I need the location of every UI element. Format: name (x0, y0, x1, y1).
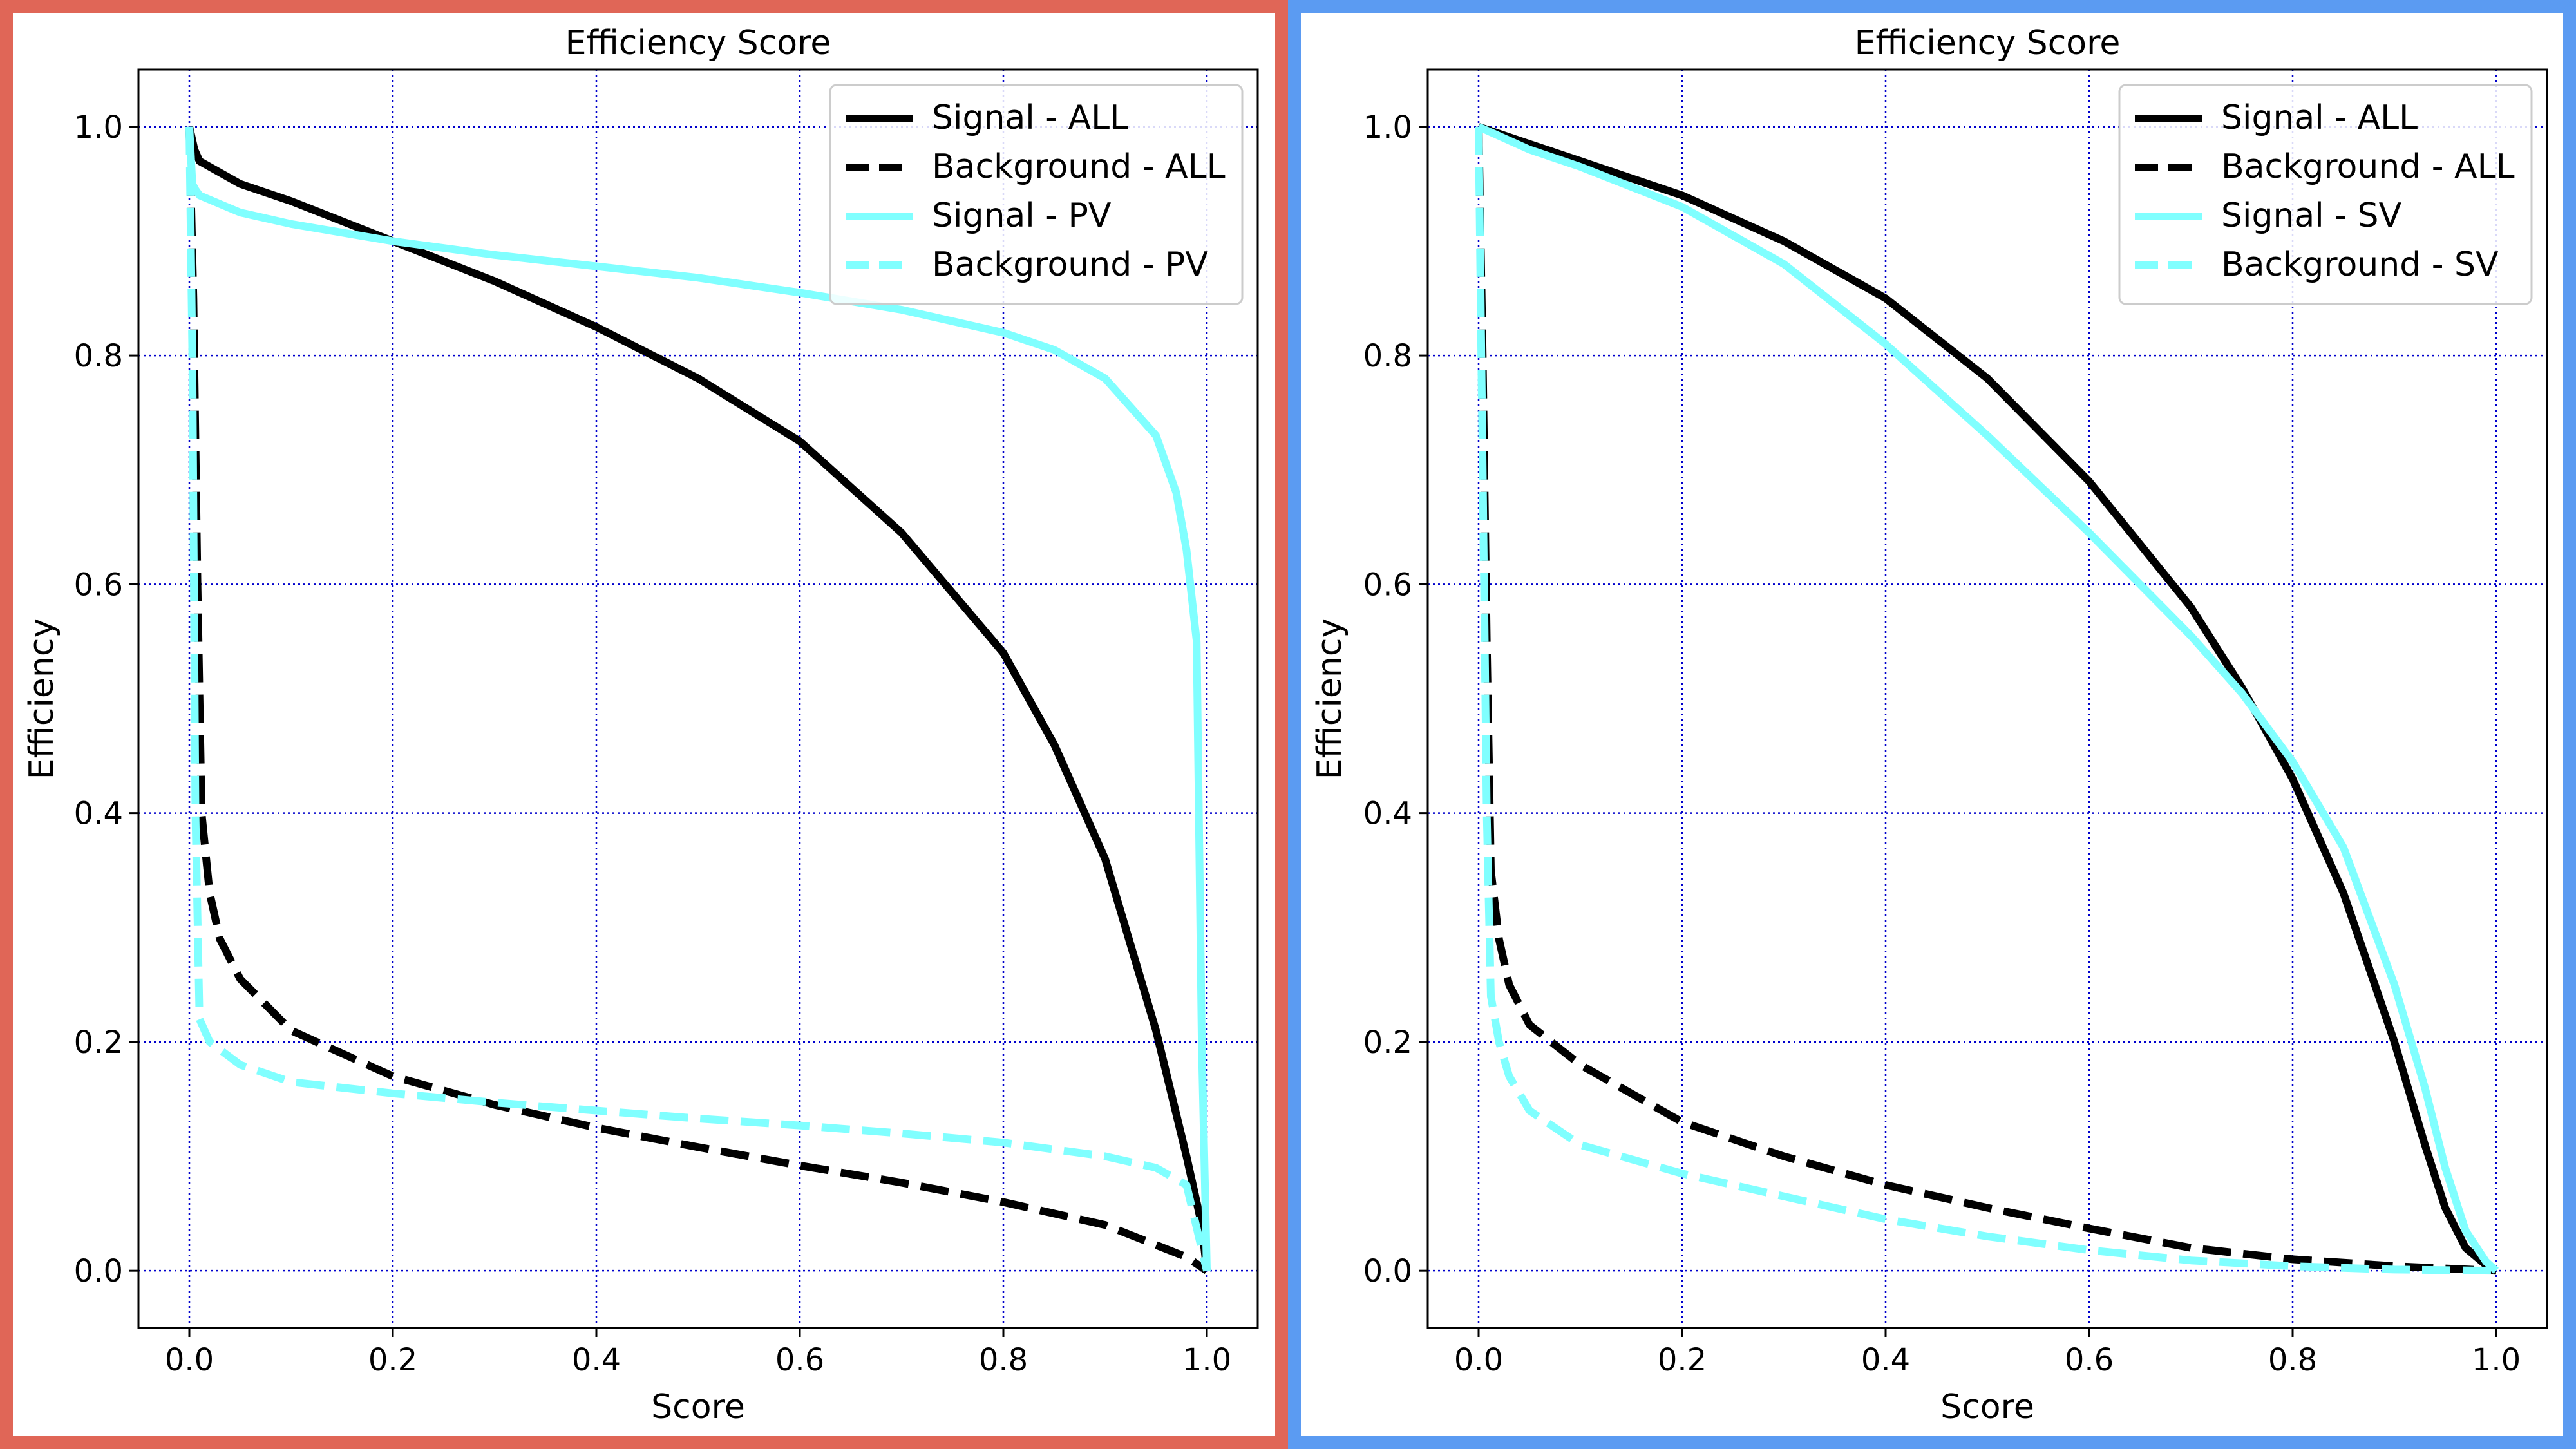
y-tick-label-0-2: 0.2 (74, 1025, 123, 1061)
y-tick-label-0-4: 0.4 (74, 796, 123, 832)
y-tick-label-0-0: 0.0 (74, 1253, 123, 1289)
series-group (185, 126, 1211, 1274)
legend-label-signal-all: Signal - ALL (2221, 99, 2418, 137)
x-tick-label-0-8: 0.8 (2268, 1342, 2317, 1378)
x-tick-label-1-0: 1.0 (2472, 1342, 2521, 1378)
legend-box (829, 84, 1244, 305)
panel-border (1288, 0, 2576, 1449)
series-line-background-all (185, 126, 1209, 1274)
x-tick-label-0-4: 0.4 (1861, 1342, 1910, 1378)
legend-label-signal-pv: Signal - PV (932, 196, 1112, 235)
series-line-signal-all (1477, 123, 2498, 1274)
legend: Signal - ALL Background - ALL Signal - PV B… (829, 84, 1244, 305)
y-tick-label-0-6: 0.6 (1363, 567, 1412, 603)
chart-title: Efficiency Score (1855, 24, 2121, 62)
y-axis-label: Efficiency (23, 618, 61, 779)
x-tick-label-0-6: 0.6 (2065, 1342, 2114, 1378)
x-axis-label: Score (1940, 1388, 2034, 1426)
panel-border (0, 0, 1288, 1449)
y-tick-label-0-8: 0.8 (1363, 338, 1412, 374)
x-tick-label-1-0: 1.0 (1182, 1342, 1231, 1378)
x-tick-label-0-8: 0.8 (979, 1342, 1028, 1378)
legend-label-signal-all: Signal - ALL (932, 99, 1128, 137)
chart-title: Efficiency Score (565, 24, 831, 62)
y-tick-label-1-0: 1.0 (74, 109, 123, 146)
panel-left: 0.0 0.2 0.4 0.6 0.8 1.0 0.0 0.2 0.4 0.6 0.8 1.0 Effi… (0, 0, 1288, 1449)
y-tick-label-0-0: 0.0 (1363, 1253, 1412, 1289)
panel-right: 0.0 0.2 0.4 0.6 0.8 1.0 0.0 0.2 0.4 0.6 0.8 1.0 Effi… (1288, 0, 2576, 1449)
series-line-signal-sv (1477, 123, 2499, 1274)
series-line-signal-pv (185, 126, 1211, 1271)
plot-frame (1426, 68, 2548, 1329)
legend-box (2118, 84, 2533, 305)
x-tick-label-0-4: 0.4 (572, 1342, 621, 1378)
y-tick-label-0-6: 0.6 (74, 567, 123, 603)
x-tick-label-0-0: 0.0 (1454, 1342, 1503, 1378)
y-axis-label: Efficiency (1311, 618, 1349, 779)
legend-label-background-sv: Background - SV (2221, 245, 2499, 284)
x-tick-label-0-0: 0.0 (165, 1342, 214, 1378)
y-tick-label-1-0: 1.0 (1363, 109, 1412, 146)
grid (138, 70, 1258, 1328)
legend-label-signal-sv: Signal - SV (2221, 196, 2402, 235)
legend-label-background-all: Background - ALL (2221, 147, 2515, 186)
series-line-signal-all (185, 126, 1211, 1271)
y-tick-label-0-8: 0.8 (74, 338, 123, 374)
x-tick-label-0-6: 0.6 (775, 1342, 824, 1378)
series-line-background-pv (185, 126, 1211, 1272)
axis-ticks: 0.0 0.2 0.4 0.6 0.8 1.0 0.0 0.2 0.4 0.6 0.8 1.0 (1363, 109, 2521, 1378)
legend: Signal - ALL Background - ALL Signal - SV B… (2118, 84, 2533, 305)
legend-label-background-all: Background - ALL (932, 147, 1226, 186)
x-axis-label: Score (651, 1388, 745, 1426)
axis-ticks: 0.0 0.2 0.4 0.6 0.8 1.0 0.0 0.2 0.4 0.6 0.8 1.0 (74, 109, 1232, 1378)
plot-frame (137, 68, 1259, 1329)
legend-label-background-pv: Background - PV (932, 245, 1208, 284)
x-tick-label-0-2: 0.2 (368, 1342, 417, 1378)
y-tick-label-0-4: 0.4 (1363, 796, 1412, 832)
y-tick-label-0-2: 0.2 (1363, 1025, 1412, 1061)
series-line-background-sv (1475, 126, 2497, 1275)
x-tick-label-0-2: 0.2 (1658, 1342, 1707, 1378)
series-group (1475, 123, 2499, 1275)
